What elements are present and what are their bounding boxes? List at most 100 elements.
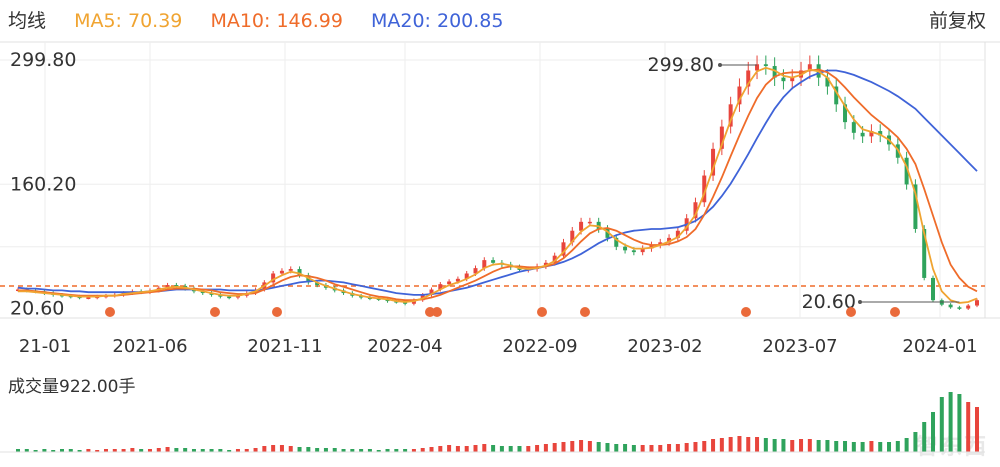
volume-bar	[596, 442, 601, 452]
volume-bar	[209, 449, 214, 452]
volume-bar	[693, 442, 698, 452]
candle-body	[702, 175, 707, 203]
volume-bar	[68, 449, 73, 452]
volume-bar	[77, 450, 82, 452]
candle-body	[948, 304, 953, 308]
candle-body	[271, 273, 276, 283]
volume-bar	[253, 448, 258, 452]
y-tick-label: 20.60	[10, 298, 64, 320]
x-tick-label: 2023-02	[627, 336, 702, 357]
volume-bar	[728, 437, 733, 452]
candle-body	[570, 230, 575, 243]
volume-bar	[499, 446, 504, 452]
candle-body	[455, 278, 460, 282]
volume-bar	[332, 448, 337, 452]
event-marker	[890, 307, 900, 317]
volume-bar	[878, 442, 883, 452]
candle-body	[288, 269, 293, 271]
volume-bar	[288, 446, 293, 452]
volume-bar	[605, 443, 610, 452]
candle-body	[763, 64, 768, 67]
volume-bar	[420, 448, 425, 452]
candle-body	[227, 296, 232, 299]
volume-bar	[939, 397, 944, 452]
legend: 均线 MA5: 70.39 MA10: 146.99 MA20: 200.85	[8, 6, 525, 33]
candle-body	[86, 297, 91, 300]
candle-body	[851, 122, 856, 133]
candle-body	[561, 242, 566, 256]
candle-body	[860, 132, 865, 137]
candle-body	[781, 77, 786, 82]
volume-bar	[139, 449, 144, 452]
volume-bar	[772, 439, 777, 452]
candle-body	[772, 66, 777, 78]
volume-bar	[587, 441, 592, 452]
volume-bar	[535, 445, 540, 452]
volume-bar	[579, 440, 584, 452]
x-tick-label: 2022-09	[502, 336, 577, 357]
volume-bar	[807, 439, 812, 452]
event-marker	[580, 307, 590, 317]
x-tick-label: 2021-06	[112, 336, 187, 357]
candle-body	[966, 305, 971, 309]
candle-body	[297, 269, 302, 276]
volume-bar	[640, 445, 645, 452]
candle-body	[640, 248, 645, 253]
candle-body	[913, 184, 918, 229]
volume-bar	[33, 450, 38, 452]
candle-body	[922, 228, 927, 278]
candle-body	[878, 131, 883, 136]
candle-body	[429, 289, 434, 295]
candle-body	[587, 221, 592, 224]
volume-bar	[570, 441, 575, 452]
max-annotation-label: 299.80	[648, 54, 714, 76]
event-marker	[272, 307, 282, 317]
candle-body	[315, 282, 320, 286]
x-tick-label: 2022-04	[367, 336, 442, 357]
candle-body	[438, 284, 443, 290]
candle-body	[746, 70, 751, 87]
volume-bar	[561, 442, 566, 452]
volume-bar	[755, 437, 760, 452]
candle-body	[719, 126, 724, 149]
candle-body	[552, 255, 557, 263]
volume-bar	[227, 450, 232, 452]
volume-bar	[904, 438, 909, 452]
volume-bar	[403, 449, 408, 452]
volume-bar	[508, 446, 513, 452]
volume-title: 成交量922.00手	[8, 377, 136, 397]
candle-body	[931, 277, 936, 301]
volume-bar	[649, 445, 654, 452]
volume-bar	[147, 449, 152, 452]
candle-body	[482, 260, 487, 269]
volume-bar	[86, 449, 91, 452]
volume-bar	[174, 448, 179, 452]
legend-title: 均线	[8, 10, 47, 32]
candle-body	[614, 237, 619, 247]
volume-bar	[790, 440, 795, 452]
candle-body	[447, 281, 452, 285]
volume-bar	[473, 445, 478, 452]
volume-bar	[887, 442, 892, 452]
volume-bar	[297, 447, 302, 452]
volume-bar	[464, 446, 469, 452]
adjust-toggle[interactable]: 前复权	[928, 10, 986, 32]
candle-body	[279, 270, 284, 274]
candle-body	[843, 104, 848, 123]
volume-bar	[816, 440, 821, 452]
volume-bar	[447, 445, 452, 452]
candle-body	[957, 307, 962, 309]
candle-body	[834, 86, 839, 105]
candle-body	[667, 237, 672, 243]
x-tick-label: 2023-07	[762, 336, 837, 357]
volume-bar	[438, 446, 443, 452]
volume-bar	[183, 448, 188, 452]
candle-body	[473, 268, 478, 274]
event-marker	[105, 307, 115, 317]
volume-bar	[95, 450, 100, 452]
volume-bar	[306, 447, 311, 452]
volume-bar	[869, 441, 874, 452]
candle-body	[807, 64, 812, 71]
volume-bar	[385, 449, 390, 452]
candle-body	[693, 202, 698, 219]
